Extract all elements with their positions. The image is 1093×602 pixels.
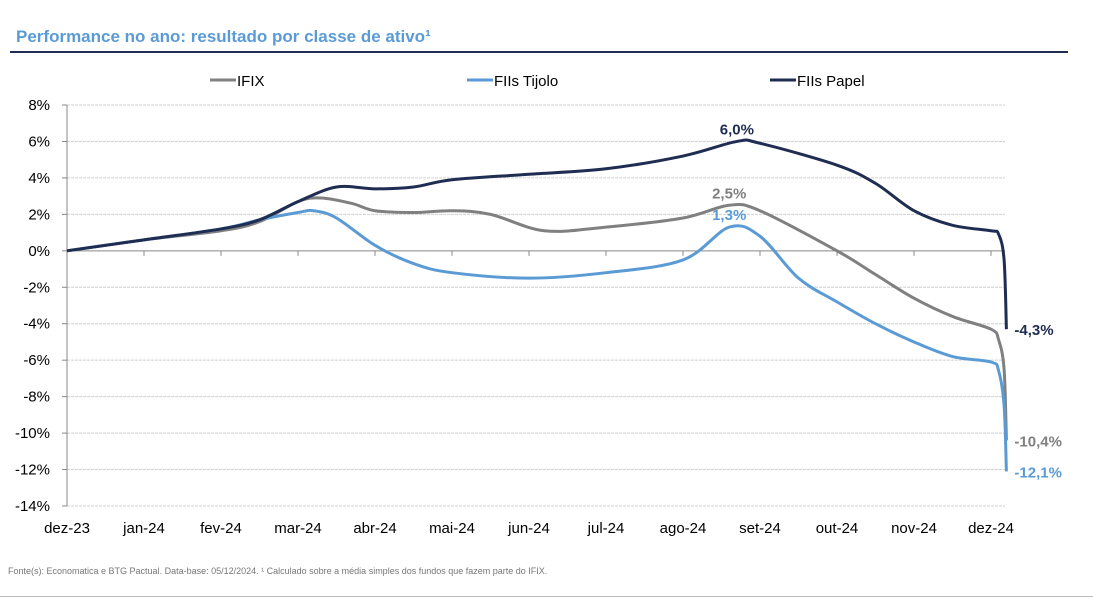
source-footnote: Fonte(s): Economatica e BTG Pactual. Dat… (8, 566, 548, 576)
y-tick-label: 2% (28, 206, 50, 223)
x-tick-label: out-24 (816, 520, 859, 537)
x-tick-label: ago-24 (660, 520, 707, 537)
y-tick-label: -8% (23, 389, 50, 406)
data-label: 6,0% (720, 121, 754, 138)
legend-label: IFIX (237, 73, 265, 90)
data-label: -12,1% (1014, 464, 1062, 481)
chart-title: Performance no ano: resultado por classe… (16, 27, 431, 46)
y-tick-label: -2% (23, 279, 50, 296)
y-tick-label: 6% (28, 133, 50, 150)
x-tick-label: mai-24 (429, 520, 475, 537)
x-tick-label: mar-24 (274, 520, 322, 537)
y-tick-label: -12% (15, 462, 50, 479)
x-tick-label: dez-24 (968, 520, 1014, 537)
data-label: 2,5% (712, 185, 746, 202)
x-tick-label: abr-24 (353, 520, 396, 537)
data-label: -10,4% (1014, 433, 1062, 450)
y-tick-label: -10% (15, 425, 50, 442)
x-tick-label: jul-24 (587, 520, 625, 537)
y-tick-label: 8% (28, 97, 50, 114)
legend-label: FIIs Tijolo (494, 73, 558, 90)
x-tick-label: fev-24 (200, 520, 242, 537)
series-line-fiis-papel (66, 138, 1008, 330)
x-tick-label: jan-24 (122, 520, 165, 537)
x-tick-label: set-24 (739, 520, 781, 537)
y-tick-label: -4% (23, 316, 50, 333)
legend-label: FIIs Papel (797, 73, 865, 90)
footer-divider (0, 596, 1093, 597)
series-line-fiis-tijolo (66, 208, 1008, 472)
y-tick-label: 0% (28, 243, 50, 260)
x-tick-label: dez-23 (44, 520, 90, 537)
data-label: 1,3% (712, 207, 746, 224)
x-tick-label: jun-24 (507, 520, 550, 537)
y-tick-label: 4% (28, 170, 50, 187)
title-divider (10, 51, 1068, 53)
data-label: -4,3% (1014, 322, 1053, 339)
x-tick-label: nov-24 (891, 520, 937, 537)
y-tick-label: -14% (15, 498, 50, 515)
y-tick-label: -6% (23, 352, 50, 369)
